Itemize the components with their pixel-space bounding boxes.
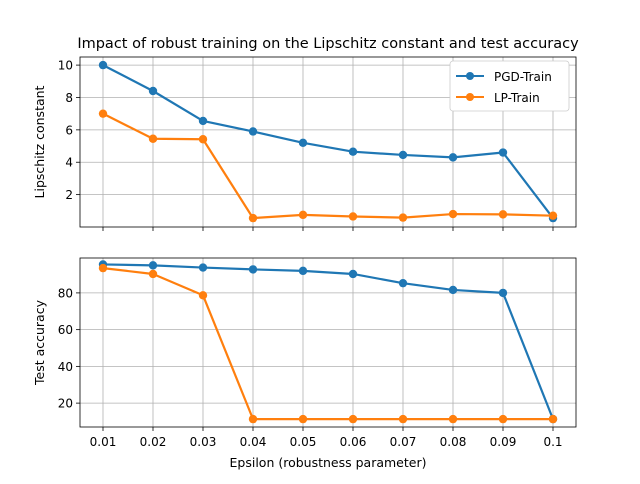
accuracy-point [298, 266, 308, 276]
accuracy-xtick-label: 0.03 [190, 435, 217, 449]
accuracy-ytick-label: 60 [58, 323, 73, 337]
accuracy-point [398, 414, 408, 424]
accuracy-point [398, 278, 408, 288]
accuracy-line-lp-train [102, 267, 553, 421]
accuracy-series-lp-train [98, 263, 558, 424]
accuracy-point [498, 288, 508, 298]
accuracy-point [448, 285, 458, 295]
accuracy-xtick-label: 0.1 [543, 435, 562, 449]
accuracy-point [148, 261, 158, 270]
accuracy-xtick-label: 0.04 [240, 435, 267, 449]
lipschitz-point [98, 109, 108, 118]
accuracy-point [498, 414, 508, 424]
lipschitz-line-pgd-train [102, 64, 554, 219]
accuracy-ytick-label: 40 [58, 360, 73, 374]
accuracy-xtick-label: 0.05 [290, 435, 317, 449]
accuracy-point [548, 414, 558, 424]
lipschitz-point [398, 213, 408, 222]
accuracy-point [248, 414, 258, 424]
accuracy-point [248, 265, 258, 274]
lipschitz-ytick-label: 8 [65, 91, 73, 105]
lipschitz-point [348, 212, 358, 221]
lipschitz-ytick-label: 10 [58, 59, 73, 73]
accuracy-point [348, 269, 358, 279]
lipschitz-point [548, 211, 558, 220]
accuracy-point [448, 414, 458, 424]
lipschitz-point [348, 147, 358, 156]
lipschitz-point [448, 153, 458, 162]
legend-frame [449, 60, 570, 112]
accuracy-xtick-label: 0.02 [140, 435, 167, 449]
accuracy-panel: 20 40 60 80 0.01 0.02 0.03 0.04 0.05 0.06 0.07 0.08… [32, 257, 577, 470]
lipschitz-ytick-label: 2 [65, 188, 73, 202]
accuracy-ytick-label: 80 [58, 286, 73, 300]
lipschitz-point [248, 127, 258, 136]
accuracy-line-pgd-train [102, 263, 555, 420]
accuracy-point [298, 414, 308, 424]
lipschitz-point [498, 210, 508, 219]
lipschitz-ytick-label: 6 [65, 123, 73, 137]
legend-marker-lp [466, 93, 474, 101]
lipschitz-point [198, 135, 208, 144]
accuracy-xtick-label: 0.06 [340, 435, 367, 449]
lipschitz-point [248, 213, 258, 223]
legend-marker-pgd [466, 72, 474, 80]
legend: PGD-Train LP-Train [449, 60, 570, 112]
lipschitz-series-lp-train [98, 109, 558, 223]
accuracy-xlabel: Epsilon (robustness parameter) [230, 455, 427, 470]
accuracy-point [198, 291, 208, 300]
lipschitz-point [98, 60, 108, 70]
accuracy-xtick-label: 0.08 [440, 435, 467, 449]
lipschitz-point [298, 210, 308, 220]
accuracy-axes-frame [79, 257, 577, 428]
lipschitz-point [498, 148, 508, 157]
lipschitz-point [148, 134, 158, 143]
figure-title: Impact of robust training on the Lipschi… [77, 36, 579, 52]
accuracy-xtick-label: 0.09 [490, 435, 517, 449]
lipschitz-point [198, 116, 208, 126]
accuracy-ylabel: Test accuracy [32, 299, 47, 386]
lipschitz-point [298, 138, 308, 148]
lipschitz-point [448, 209, 458, 219]
accuracy-ytick-label: 20 [58, 397, 73, 411]
accuracy-point [98, 263, 108, 273]
lipschitz-line-lp-train [102, 112, 554, 220]
lipschitz-axes-frame [79, 56, 577, 228]
accuracy-point [198, 263, 208, 272]
accuracy-xtick-label: 0.07 [390, 435, 417, 449]
accuracy-point [348, 414, 358, 424]
lipschitz-point [148, 86, 158, 96]
lipschitz-series-pgd-train [98, 60, 558, 223]
accuracy-xtick-label: 0.01 [90, 435, 117, 449]
legend-label-lp: LP-Train [494, 91, 540, 105]
legend-label-pgd: PGD-Train [494, 70, 552, 84]
lipschitz-point [398, 150, 408, 160]
lipschitz-ytick-label: 4 [65, 156, 73, 170]
accuracy-point [148, 269, 158, 279]
lipschitz-ylabel: Lipschitz constant [32, 85, 47, 198]
